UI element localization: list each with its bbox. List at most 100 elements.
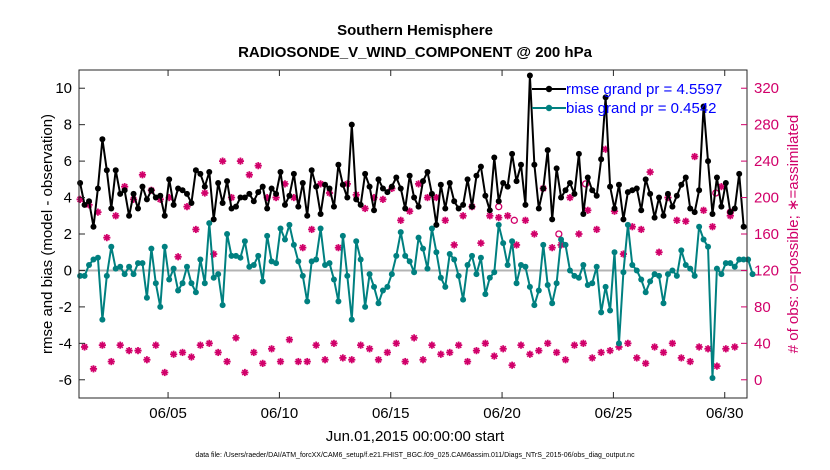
bias-point	[121, 271, 128, 278]
rmse-point	[317, 210, 324, 217]
rmse-point	[126, 212, 133, 219]
obs-assimilated-point	[570, 341, 579, 349]
rmse-point	[722, 179, 729, 186]
rmse-point	[633, 185, 640, 192]
obs-assimilated-point	[544, 339, 552, 347]
obs-assimilated-point	[566, 193, 574, 202]
obs-assimilated-point	[673, 216, 681, 224]
rmse-point	[669, 203, 676, 210]
rmse-point	[130, 190, 137, 197]
obs-assimilated-point	[637, 225, 645, 234]
bias-point	[678, 247, 685, 254]
rmse-point	[259, 183, 266, 190]
bias-point	[566, 267, 573, 274]
rmse-point	[509, 150, 516, 157]
bias-point	[638, 276, 645, 283]
bias-point	[424, 265, 431, 272]
obs-assimilated-point	[268, 345, 276, 353]
rmse-point	[473, 172, 480, 179]
obs-assimilated-point	[410, 334, 418, 342]
bias-point	[339, 232, 346, 239]
legend-bias-marker	[545, 104, 553, 112]
rmse-point	[139, 183, 146, 190]
bias-point	[264, 232, 271, 239]
obs-assimilated-point	[446, 348, 454, 357]
rmse-point	[428, 190, 435, 197]
rmse-point	[308, 167, 315, 174]
bias-point	[201, 280, 208, 287]
obs-assimilated-point	[170, 350, 178, 358]
bias-point	[259, 278, 266, 285]
bias-point	[553, 280, 560, 287]
obs-assimilated-point	[517, 341, 525, 349]
rmse-point	[94, 185, 101, 192]
rmse-point	[611, 205, 618, 212]
obs-assimilated-point	[481, 339, 489, 347]
bias-point	[580, 261, 587, 268]
bias-point	[94, 254, 101, 261]
obs-assimilated-point	[717, 183, 725, 191]
bias-point	[179, 280, 186, 287]
rmse-point	[607, 183, 614, 190]
obs-assimilated-point	[392, 339, 400, 347]
bias-point	[139, 260, 146, 267]
rmse-point	[495, 198, 502, 205]
rmse-point	[566, 179, 573, 186]
rmse-point	[77, 179, 84, 186]
obs-assimilated-point	[308, 225, 316, 234]
obs-assimilated-point	[472, 347, 481, 355]
bias-point	[353, 238, 360, 245]
obs-assimilated-point	[245, 171, 253, 179]
bias-point	[589, 280, 596, 287]
bias-point	[464, 261, 471, 268]
bias-point	[397, 229, 404, 236]
rmse-point	[517, 161, 524, 168]
obs-assimilated-point	[383, 348, 391, 357]
obs-assimilated-point	[330, 339, 338, 347]
obs-assimilated-point	[361, 204, 369, 213]
obs-assimilated-point	[526, 350, 534, 358]
obs-assimilated-point	[423, 193, 432, 202]
rmse-point	[362, 170, 369, 177]
bias-point	[727, 260, 734, 267]
rmse-point	[348, 121, 355, 128]
rmse-point	[290, 170, 297, 177]
obs-assimilated-point	[450, 241, 458, 249]
obs-assimilated-point	[285, 336, 294, 344]
rmse-point	[713, 174, 720, 181]
rmse-point	[522, 201, 529, 208]
obs-assimilated-point	[708, 223, 717, 231]
obs-assimilated-point	[597, 348, 605, 357]
bias-point	[620, 269, 627, 276]
obs-assimilated-point	[232, 334, 240, 342]
obs-assimilated-point	[530, 230, 538, 238]
rmse-point	[593, 192, 600, 199]
obs-assimilated-point	[241, 368, 249, 377]
rmse-point	[540, 185, 547, 192]
rmse-point	[571, 190, 578, 197]
rmse-point	[500, 179, 507, 186]
obs-assimilated-point	[401, 357, 409, 366]
obs-assimilated-point	[695, 343, 703, 351]
rmse-point	[326, 185, 333, 192]
obs-assimilated-point	[348, 356, 356, 364]
bias-point	[192, 289, 199, 296]
bias-point	[682, 261, 689, 268]
bias-point	[522, 263, 529, 270]
bias-point	[469, 252, 476, 259]
obs-assimilated-point	[339, 354, 347, 362]
bias-point	[188, 280, 195, 287]
rmse-point	[339, 181, 346, 188]
bias-point	[290, 241, 297, 248]
chart-title: Southern Hemisphere	[337, 22, 493, 39]
obs-assimilated-point	[397, 216, 405, 224]
obs-assimilated-point	[441, 216, 449, 224]
rmse-point	[335, 161, 342, 168]
rmse-point	[678, 181, 685, 188]
bias-point	[388, 271, 395, 278]
obs-assimilated-point	[89, 365, 98, 373]
rmse-point	[620, 216, 627, 223]
y-tick-label-left: 2	[64, 226, 72, 243]
rmse-point	[420, 178, 427, 185]
